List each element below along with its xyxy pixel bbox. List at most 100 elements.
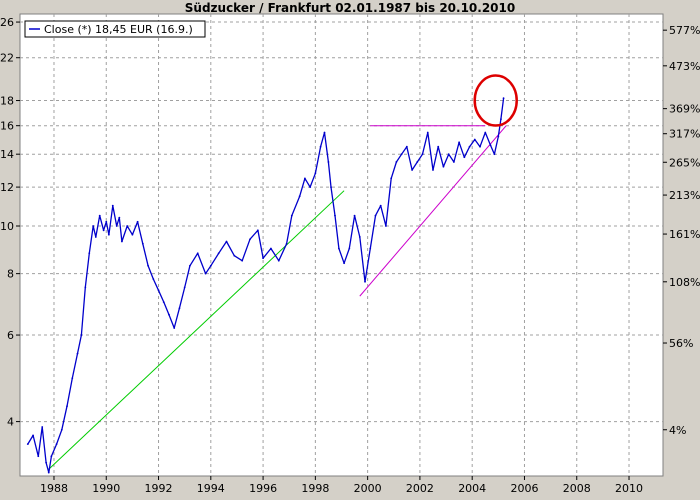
y-tick-label: 14 bbox=[0, 148, 14, 161]
y-tick-label: 26 bbox=[0, 16, 14, 29]
data-point bbox=[225, 240, 228, 243]
data-point bbox=[217, 252, 220, 255]
x-tick-label: 1988 bbox=[40, 482, 68, 495]
data-point bbox=[136, 220, 139, 223]
data-point bbox=[330, 186, 332, 188]
data-point bbox=[107, 233, 110, 236]
data-point bbox=[473, 138, 476, 141]
data-point bbox=[102, 229, 105, 232]
data-point bbox=[323, 131, 326, 134]
data-point bbox=[126, 225, 129, 227]
data-point bbox=[479, 145, 481, 148]
y-tick-label: 22 bbox=[0, 52, 14, 65]
data-point bbox=[157, 289, 160, 292]
gridlines bbox=[20, 14, 663, 476]
data-point bbox=[319, 145, 322, 148]
legend-label: Close (*) 18,45 EUR (16.9.) bbox=[44, 23, 193, 36]
x-tick-label: 2006 bbox=[510, 482, 538, 495]
y-tick-label: 8 bbox=[7, 268, 14, 281]
data-point bbox=[32, 434, 34, 437]
data-point bbox=[432, 169, 434, 171]
trend-line bbox=[359, 125, 507, 297]
data-point bbox=[468, 145, 471, 148]
data-point bbox=[497, 135, 500, 138]
data-point bbox=[80, 334, 83, 336]
data-point bbox=[484, 131, 487, 134]
data-point bbox=[71, 377, 74, 380]
x-tick-label: 1992 bbox=[145, 482, 173, 495]
data-point bbox=[105, 220, 108, 223]
data-point bbox=[241, 259, 244, 262]
data-point bbox=[493, 153, 496, 156]
data-point bbox=[45, 461, 48, 464]
x-tick-label: 1996 bbox=[249, 482, 277, 495]
data-point bbox=[343, 262, 346, 265]
y-right-tick-label: 369% bbox=[669, 103, 700, 116]
y-tick-label: 16 bbox=[0, 120, 14, 133]
data-point bbox=[249, 238, 251, 241]
data-point bbox=[111, 204, 114, 207]
data-point bbox=[178, 307, 181, 310]
legend: Close (*) 18,45 EUR (16.9.) bbox=[24, 20, 206, 38]
data-point bbox=[76, 352, 79, 355]
y-right-tick-label: 473% bbox=[669, 60, 700, 73]
data-point bbox=[309, 186, 312, 188]
y-right-tick-label: 577% bbox=[669, 24, 700, 37]
data-point bbox=[66, 405, 68, 408]
data-point bbox=[334, 214, 336, 217]
y-axis-right: 4% 56% 108% 161% 213% 265% 317% 369% 473% 577% bbox=[663, 24, 700, 437]
x-tick-label: 2002 bbox=[406, 482, 434, 495]
data-point bbox=[374, 214, 377, 217]
data-point bbox=[84, 286, 87, 289]
y-right-tick-label: 108% bbox=[669, 276, 700, 289]
data-point bbox=[115, 225, 118, 227]
y-tick-label: 6 bbox=[7, 329, 14, 342]
data-point bbox=[94, 236, 97, 238]
data-point bbox=[405, 145, 408, 148]
price-series bbox=[26, 97, 505, 474]
data-point bbox=[285, 242, 288, 245]
data-point bbox=[385, 225, 387, 227]
data-point bbox=[314, 172, 317, 175]
data-point bbox=[290, 214, 293, 217]
x-tick-label: 2008 bbox=[563, 482, 591, 495]
data-point bbox=[502, 97, 505, 100]
data-point bbox=[358, 236, 361, 238]
x-tick-label: 2010 bbox=[615, 482, 643, 495]
data-point bbox=[55, 443, 58, 445]
data-point bbox=[270, 247, 272, 250]
trend-line bbox=[48, 190, 345, 470]
y-right-tick-label: 317% bbox=[669, 128, 700, 141]
data-point bbox=[395, 161, 398, 163]
data-point bbox=[141, 242, 144, 245]
data-point bbox=[411, 169, 413, 171]
data-point bbox=[500, 118, 502, 121]
data-point bbox=[262, 257, 264, 260]
data-point bbox=[131, 233, 134, 236]
highlight-annotation bbox=[473, 74, 518, 127]
data-point bbox=[92, 225, 95, 227]
data-point bbox=[379, 204, 382, 207]
y-tick-label: 10 bbox=[0, 220, 14, 233]
data-point bbox=[152, 278, 155, 280]
data-point bbox=[421, 153, 424, 156]
data-point bbox=[400, 153, 403, 156]
data-point bbox=[452, 161, 455, 163]
data-point bbox=[98, 214, 101, 217]
data-point bbox=[88, 252, 91, 255]
data-point bbox=[47, 471, 50, 474]
data-point bbox=[348, 247, 351, 250]
data-point bbox=[390, 177, 393, 180]
y-right-tick-label: 265% bbox=[669, 156, 700, 169]
data-point bbox=[183, 286, 186, 289]
data-point bbox=[173, 327, 176, 329]
plot-area bbox=[19, 13, 664, 477]
x-tick-label: 2004 bbox=[458, 482, 486, 495]
x-tick-label: 1998 bbox=[301, 482, 329, 495]
legend-box bbox=[24, 20, 206, 38]
data-point bbox=[209, 264, 212, 267]
y-tick-label: 4 bbox=[7, 416, 14, 429]
data-point bbox=[147, 264, 149, 267]
data-point bbox=[353, 214, 356, 217]
